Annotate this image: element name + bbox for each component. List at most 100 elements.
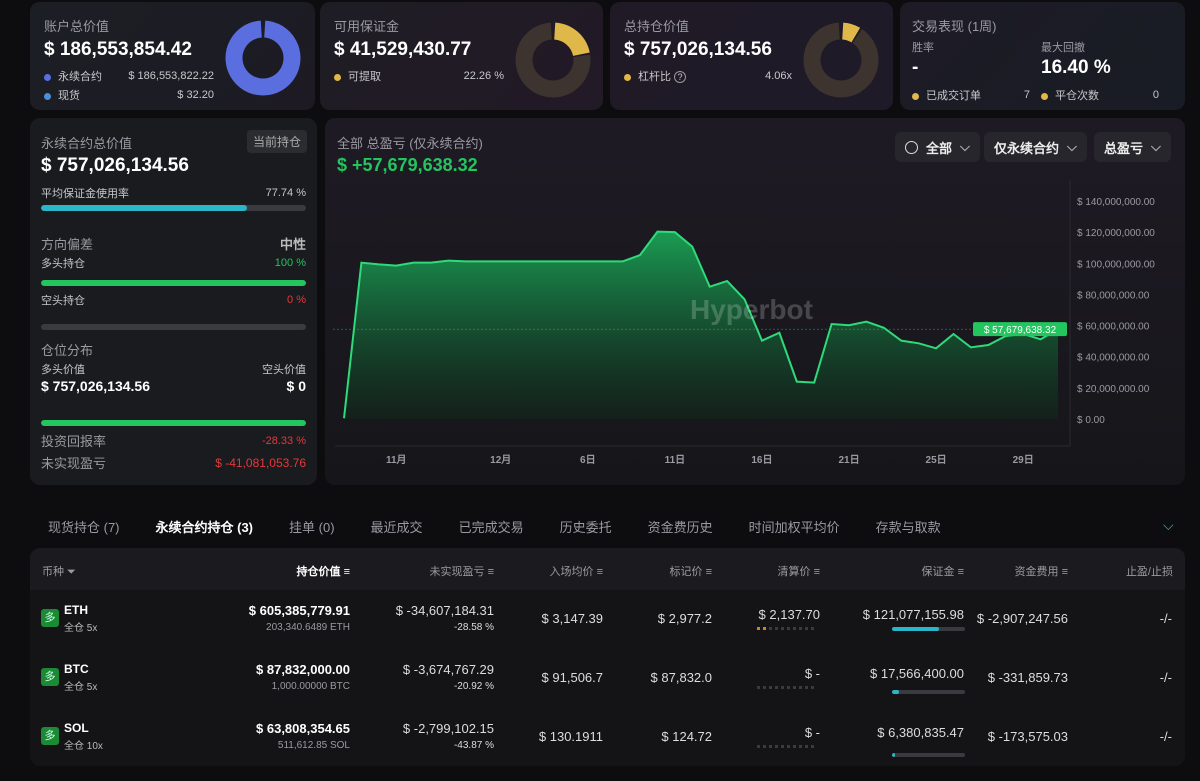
close-dot (1041, 92, 1048, 100)
liquidation-risk-meter (757, 745, 814, 748)
margin-usage-bar (41, 205, 306, 211)
risk-dot (787, 745, 790, 748)
risk-dot (799, 686, 802, 689)
tab-1[interactable]: 永续合约持仓 (3) (155, 519, 254, 535)
sort-icon[interactable]: ≡ (954, 566, 964, 578)
dist-values-row: $ 757,026,134.56 $ 0 (41, 378, 306, 394)
unrealized-pnl-pct: -43.87 % (453, 740, 494, 751)
sort-icon[interactable]: ≡ (702, 566, 712, 578)
funding-fee: $ -173,575.03 (987, 729, 1068, 744)
sort-icon[interactable]: ≡ (810, 566, 820, 578)
short-pct: 0 % (287, 294, 306, 306)
current-positions-badge[interactable]: 当前持仓 (246, 130, 307, 153)
liquidation-price: $ - (804, 725, 820, 740)
header-label: 入场均价 (549, 566, 594, 578)
coin-symbol: SOL (64, 721, 89, 735)
x-tick-label: 12月 (490, 454, 511, 466)
long-side-badge: 多 (41, 609, 59, 627)
positions-table (30, 548, 1185, 766)
column-header[interactable]: 资金费用 ≡ (1015, 563, 1068, 579)
collapse-chevron-icon[interactable]: ⌵ (1163, 517, 1174, 533)
card-title: 可用保证金 (334, 19, 400, 34)
header-label: 持仓价值 (296, 566, 341, 578)
long-row: 多头持仓 100 % (41, 255, 306, 271)
x-tick-label: 25日 (926, 454, 947, 466)
perp-row: 永续合约 $ 186,553,822.22 (44, 68, 214, 84)
tab-8[interactable]: 存款与取款 (875, 519, 941, 535)
sort-icon[interactable]: ≡ (593, 566, 603, 578)
margin-bar (892, 627, 965, 631)
leverage-row: 杠杆比 ? 4.06x (624, 68, 792, 84)
risk-dot (799, 745, 802, 748)
column-header[interactable]: 币种 ⏷ (42, 563, 76, 579)
risk-dot (781, 627, 784, 630)
filter-icon[interactable]: ⏷ (64, 566, 76, 578)
spot-row: 现货 $ 32.20 (44, 87, 214, 103)
card-title: 交易表现 (1周) (912, 19, 997, 34)
bias-label: 方向偏差 (41, 237, 94, 252)
risk-dot (769, 745, 772, 748)
margin-usage-value: 77.74 % (265, 187, 306, 199)
short-value: $ 0 (286, 378, 306, 394)
tab-4[interactable]: 已完成交易 (458, 519, 524, 535)
tab-3[interactable]: 最近成交 (370, 519, 423, 535)
scope-dropdown[interactable]: 仅永续合约 ⌵ (984, 132, 1087, 162)
withdrawable-value: 22.26 % (463, 70, 504, 82)
column-header[interactable]: 未实现盈亏 ≡ (430, 563, 494, 579)
entry-price: $ 130.1911 (538, 729, 603, 744)
column-header[interactable]: 止盈/止损 (1126, 563, 1173, 579)
column-header[interactable]: 持仓价值 ≡ (297, 563, 350, 579)
column-header[interactable]: 清算价 ≡ (778, 563, 820, 579)
dist-label: 仓位分布 (41, 343, 94, 358)
long-pct: 100 % (274, 257, 306, 269)
column-header[interactable]: 入场均价 ≡ (550, 563, 603, 579)
filled-orders-row: 已成交订单 7 (912, 87, 1030, 103)
metric-label: 总盈亏 (1104, 140, 1144, 156)
bar-fill (41, 205, 247, 211)
y-tick-label: $ 20,000,000.00 (1077, 384, 1150, 395)
margin-mode: 全仓 10x (64, 741, 103, 752)
roi-value: -28.33 % (261, 434, 306, 447)
mark-price: $ 2,977.2 (657, 611, 712, 626)
column-header[interactable]: 保证金 ≡ (922, 563, 964, 579)
risk-dot (799, 627, 802, 630)
donut-segment (225, 20, 301, 96)
unrealized-pnl: $ -34,607,184.31 (395, 603, 494, 618)
tab-2[interactable]: 挂单 (0) (289, 519, 335, 535)
risk-dot (763, 686, 766, 689)
tab-7[interactable]: 时间加权平均价 (748, 519, 840, 535)
y-tick-label: $ 140,000,000.00 (1077, 197, 1155, 208)
risk-dot (775, 745, 778, 748)
donut-remainder (803, 22, 879, 98)
header-label: 保证金 (921, 566, 955, 578)
tab-6[interactable]: 资金费历史 (647, 519, 713, 535)
sort-icon[interactable]: ≡ (484, 566, 494, 578)
tab-0[interactable]: 现货持仓 (7) (48, 519, 120, 535)
range-dropdown[interactable]: 全部 ⌵ (895, 132, 980, 162)
bar-fill (892, 753, 895, 757)
position-value: $ 63,808,354.65 (256, 721, 350, 736)
sort-icon[interactable]: ≡ (1058, 566, 1068, 578)
risk-dot (811, 627, 814, 630)
risk-dot (811, 745, 814, 748)
y-tick-label: $ 60,000,000.00 (1077, 322, 1150, 333)
position-value: $ 757,026,134.56 (624, 39, 772, 60)
margin-bar (892, 690, 965, 694)
margin-bar (892, 753, 965, 757)
help-icon[interactable]: ? (674, 71, 687, 83)
short-value-label: 空头价值 (262, 364, 306, 376)
sort-icon[interactable]: ≡ (340, 566, 350, 578)
close-count-label: 平仓次数 (1055, 90, 1099, 102)
last-value-tag (973, 322, 1067, 337)
metric-dropdown[interactable]: 总盈亏 ⌵ (1094, 132, 1171, 162)
y-tick-label: $ 80,000,000.00 (1077, 290, 1150, 301)
pnl-line (343, 230, 1059, 419)
column-header[interactable]: 标记价 ≡ (670, 563, 712, 579)
risk-dot (811, 686, 814, 689)
tab-5[interactable]: 历史委托 (559, 519, 612, 535)
perp-label: 永续合约 (58, 71, 102, 83)
y-tick-label: $ 0.00 (1077, 415, 1105, 426)
x-tick-label: 6日 (580, 454, 596, 466)
x-tick-label: 16日 (751, 454, 772, 466)
unrealized-pnl-pct: -28.58 % (453, 622, 494, 633)
